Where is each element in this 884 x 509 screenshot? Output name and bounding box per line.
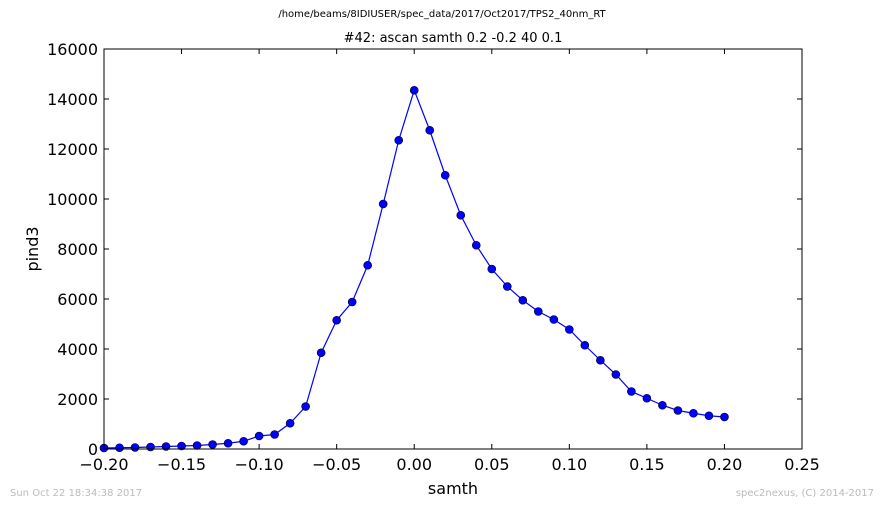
data-point: [285, 418, 295, 428]
file-path-header: /home/beams/8IDIUSER/spec_data/2017/Oct2…: [278, 9, 606, 20]
x-tick-label: −0.20: [79, 455, 128, 474]
data-point: [378, 199, 388, 209]
data-point: [223, 438, 233, 448]
data-point: [130, 443, 140, 452]
credit-footer: spec2nexus, (C) 2014-2017: [735, 488, 874, 499]
y-tick-label: 16000: [47, 40, 98, 59]
x-tick-label: 0.10: [552, 455, 588, 474]
data-point: [611, 370, 621, 379]
y-tick-label: 4000: [57, 340, 98, 359]
data-point: [596, 355, 605, 365]
data-point: [518, 295, 528, 305]
data-point: [534, 307, 543, 316]
data-point: [394, 135, 404, 145]
data-point: [502, 282, 512, 291]
data-point: [487, 264, 497, 274]
data-point: [347, 297, 357, 307]
x-tick-label: −0.10: [235, 455, 284, 474]
x-tick-label: −0.05: [312, 455, 361, 474]
data-point: [208, 440, 217, 449]
y-tick-label: 10000: [47, 190, 98, 209]
data-point: [658, 400, 667, 410]
data-point: [565, 325, 574, 334]
y-tick-label: 6000: [57, 290, 98, 309]
data-point: [673, 406, 683, 415]
data-point: [425, 125, 435, 135]
data-point: [146, 442, 155, 452]
data-point: [192, 441, 202, 450]
data-point: [254, 431, 264, 441]
x-tick-label: 0.05: [474, 455, 510, 474]
data-point: [549, 315, 559, 324]
tick-labels: −0.20 −0.15 −0.10 −0.05 0.00 0.05 0.10 0.15 0.20…: [47, 40, 820, 474]
data-point: [720, 412, 729, 422]
x-tick-label: −0.15: [157, 455, 206, 474]
data-point: [316, 348, 326, 358]
data-point: [440, 170, 450, 180]
x-tick-label: 0.15: [629, 455, 665, 474]
y-tick-label: 0: [88, 440, 98, 459]
data-point: [301, 402, 310, 411]
data-point: [332, 315, 341, 325]
data-point: [270, 430, 279, 439]
data-point: [409, 85, 419, 95]
y-axis-label: pind3: [23, 226, 42, 271]
y-tick-label: 14000: [47, 90, 98, 109]
data-series: [99, 85, 729, 453]
axis-ticks: [103, 48, 803, 450]
chart-title: #42: ascan samth 0.2 -0.2 40 0.1: [343, 31, 563, 46]
data-point: [689, 408, 698, 418]
y-tick-label: 8000: [57, 240, 98, 259]
x-tick-label: 0.00: [396, 455, 432, 474]
data-point: [239, 436, 248, 446]
data-point: [704, 411, 714, 421]
data-point: [627, 387, 636, 396]
data-point: [580, 340, 590, 350]
data-point: [115, 443, 124, 453]
x-axis-label: samth: [428, 479, 478, 498]
plot-frame: [103, 48, 803, 450]
data-point: [471, 240, 481, 250]
x-tick-label: 0.20: [707, 455, 743, 474]
y-tick-label: 2000: [57, 390, 98, 409]
x-tick-label: 0.25: [784, 455, 820, 474]
y-tick-label: 12000: [47, 140, 98, 159]
data-point: [642, 393, 652, 403]
data-point: [363, 260, 372, 270]
timestamp-footer: Sun Oct 22 18:34:38 2017: [10, 488, 143, 499]
data-point: [456, 210, 466, 220]
